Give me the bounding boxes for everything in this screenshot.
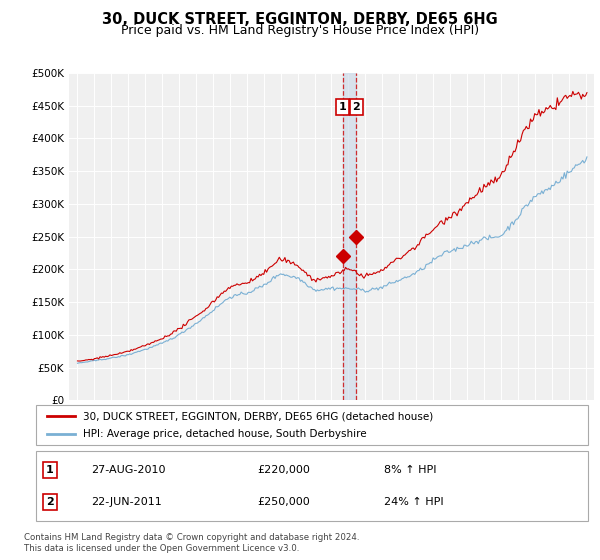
Text: 22-JUN-2011: 22-JUN-2011	[91, 497, 162, 507]
Bar	[343, 73, 356, 400]
Text: 1: 1	[338, 102, 346, 112]
Text: 2: 2	[353, 102, 360, 112]
FancyBboxPatch shape	[36, 405, 588, 445]
Text: Contains HM Land Registry data © Crown copyright and database right 2024.
This d: Contains HM Land Registry data © Crown c…	[24, 533, 359, 553]
Text: 1: 1	[46, 465, 53, 475]
Text: 8% ↑ HPI: 8% ↑ HPI	[384, 465, 436, 475]
Text: Price paid vs. HM Land Registry's House Price Index (HPI): Price paid vs. HM Land Registry's House …	[121, 24, 479, 36]
Text: 2: 2	[46, 497, 53, 507]
Text: 30, DUCK STREET, EGGINTON, DERBY, DE65 6HG (detached house): 30, DUCK STREET, EGGINTON, DERBY, DE65 6…	[83, 411, 433, 421]
Text: 30, DUCK STREET, EGGINTON, DERBY, DE65 6HG: 30, DUCK STREET, EGGINTON, DERBY, DE65 6…	[102, 12, 498, 27]
Text: £250,000: £250,000	[257, 497, 310, 507]
Text: 27-AUG-2010: 27-AUG-2010	[91, 465, 166, 475]
Text: HPI: Average price, detached house, South Derbyshire: HPI: Average price, detached house, Sout…	[83, 429, 367, 439]
Text: £220,000: £220,000	[257, 465, 310, 475]
Text: 24% ↑ HPI: 24% ↑ HPI	[384, 497, 443, 507]
FancyBboxPatch shape	[36, 451, 588, 521]
